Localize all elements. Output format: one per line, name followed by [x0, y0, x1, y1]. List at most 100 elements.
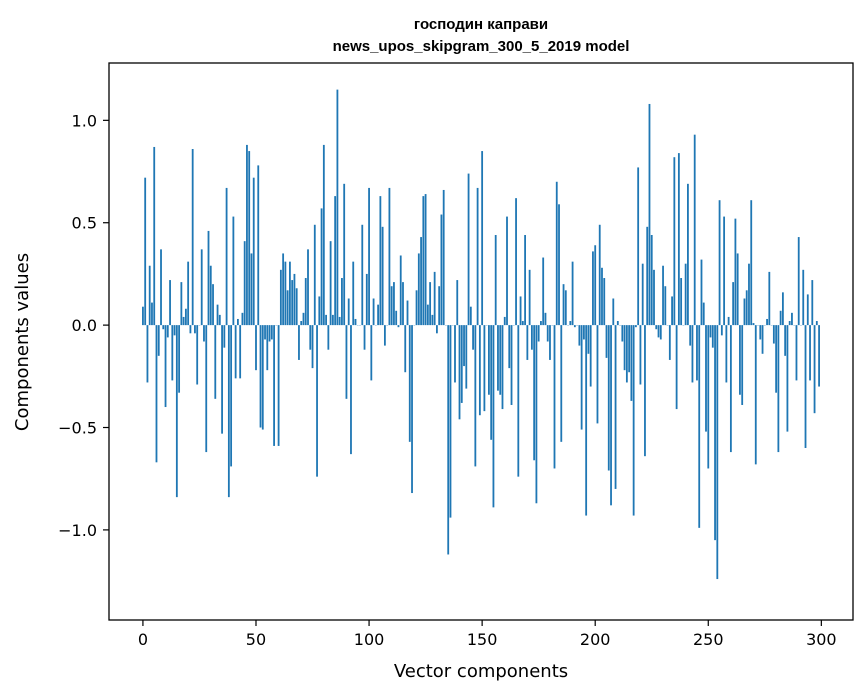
bar-119	[411, 325, 413, 494]
bar-51	[257, 165, 260, 326]
bar-30	[209, 265, 212, 326]
bar-136	[449, 325, 452, 518]
bar-128	[431, 314, 434, 326]
bar-87	[338, 316, 341, 326]
bar-202	[598, 224, 601, 326]
bar-22	[191, 149, 194, 326]
plot-area-frame	[108, 62, 854, 621]
bar-37	[225, 187, 228, 326]
bar-107	[383, 325, 386, 346]
bar-296	[811, 280, 814, 326]
bar-234	[671, 296, 673, 326]
bar-53	[261, 325, 264, 430]
bar-207	[610, 325, 612, 506]
bar-219	[637, 167, 640, 326]
bar-31	[212, 284, 214, 326]
bar-49	[252, 177, 255, 326]
bar-56	[268, 325, 271, 342]
bar-298	[815, 321, 818, 326]
bar-68	[295, 288, 298, 326]
bar-143	[465, 325, 468, 389]
bar-166	[517, 325, 520, 477]
bar-101	[370, 325, 373, 381]
bar-215	[628, 325, 631, 373]
x-axis: 0 50 100 150 200 250 300	[138, 620, 837, 649]
bar-224	[648, 103, 651, 326]
bar-252	[711, 325, 714, 348]
bar-191	[573, 325, 576, 328]
bar-254	[716, 325, 719, 580]
bar-6	[155, 325, 158, 463]
bar-110	[390, 286, 393, 326]
bar-32	[214, 325, 217, 399]
bar-251	[709, 325, 712, 338]
bar-190	[571, 261, 574, 326]
y-tick-label: 1.0	[72, 111, 97, 130]
bar-176	[540, 321, 542, 326]
bar-7	[157, 325, 160, 356]
bar-36	[223, 325, 226, 348]
bar-131	[438, 286, 441, 326]
bar-155	[492, 325, 495, 508]
bar-227	[655, 325, 658, 330]
y-tick-label: −0.5	[58, 419, 97, 438]
bar-266	[743, 298, 746, 326]
bar-113	[397, 325, 400, 328]
bar-297	[813, 325, 816, 414]
x-tick-label: 250	[693, 630, 724, 649]
bar-76	[313, 224, 316, 326]
bar-153	[488, 325, 490, 395]
bar-151	[483, 325, 486, 412]
bar-243	[691, 325, 694, 383]
bar-92	[350, 325, 352, 455]
bar-82	[327, 325, 330, 350]
bar-231	[664, 286, 667, 326]
bar-55	[266, 325, 269, 371]
bar-89	[343, 183, 346, 326]
bar-256	[720, 325, 723, 336]
bar-118	[408, 325, 411, 442]
bar-194	[580, 325, 583, 430]
bar-173	[533, 325, 536, 461]
bar-121	[415, 290, 418, 326]
bar-98	[363, 325, 366, 350]
bar-142	[463, 325, 465, 367]
bar-255	[718, 200, 721, 326]
bar-105	[379, 196, 382, 326]
bar-228	[657, 325, 660, 338]
bar-241	[687, 183, 689, 326]
bar-73	[307, 249, 309, 326]
bar-140	[458, 325, 461, 420]
bar-85	[334, 196, 337, 326]
bar-114	[399, 255, 402, 326]
bar-159	[501, 325, 504, 410]
chart-title: господин каправи	[414, 16, 548, 33]
bar-5	[153, 146, 156, 326]
bar-200	[594, 245, 597, 326]
bar-86	[336, 89, 339, 326]
bar-147	[474, 325, 477, 467]
bar-117	[406, 300, 409, 326]
bar-292	[802, 269, 805, 326]
bar-263	[736, 253, 739, 326]
bar-261	[732, 282, 735, 326]
bar-80	[322, 144, 325, 326]
bar-45	[243, 241, 246, 326]
bar-276	[766, 318, 768, 326]
bar-115	[402, 282, 404, 326]
y-tick-label: 0.5	[72, 214, 97, 233]
bar-281	[777, 325, 780, 453]
bar-135	[447, 325, 450, 555]
bar-185	[560, 325, 563, 442]
bar-230	[662, 265, 664, 326]
bar-277	[768, 271, 771, 326]
bar-18	[182, 316, 185, 326]
bar-38	[227, 325, 230, 498]
bar-54	[264, 325, 266, 340]
bar-112	[395, 310, 398, 326]
bar-21	[189, 325, 192, 334]
bar-165	[515, 198, 517, 326]
bar-218	[635, 325, 637, 328]
bar-220	[639, 325, 642, 385]
bar-209	[614, 325, 617, 489]
